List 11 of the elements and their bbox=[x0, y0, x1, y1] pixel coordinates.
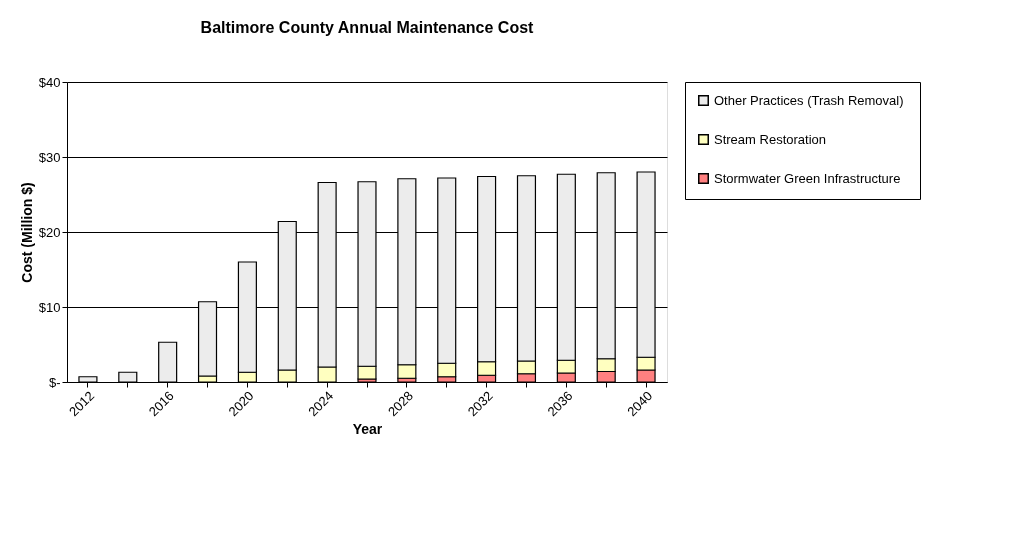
x-axis-title: Year bbox=[352, 421, 383, 438]
y-axis-title: Cost (Million $) bbox=[18, 182, 35, 283]
y-tick-label: $- bbox=[48, 374, 61, 390]
y-tick-label: $40 bbox=[38, 74, 61, 90]
y-tick-label: $20 bbox=[38, 224, 61, 240]
y-tick-label: $30 bbox=[38, 149, 61, 165]
legend-label: Stream Restoration bbox=[714, 131, 826, 147]
legend-label: Stormwater Green Infrastructure bbox=[714, 170, 901, 186]
chart-title: Baltimore County Annual Maintenance Cost bbox=[200, 19, 535, 36]
legend-label: Other Practices (Trash Removal) bbox=[714, 92, 904, 108]
y-tick-label: $10 bbox=[38, 299, 61, 315]
